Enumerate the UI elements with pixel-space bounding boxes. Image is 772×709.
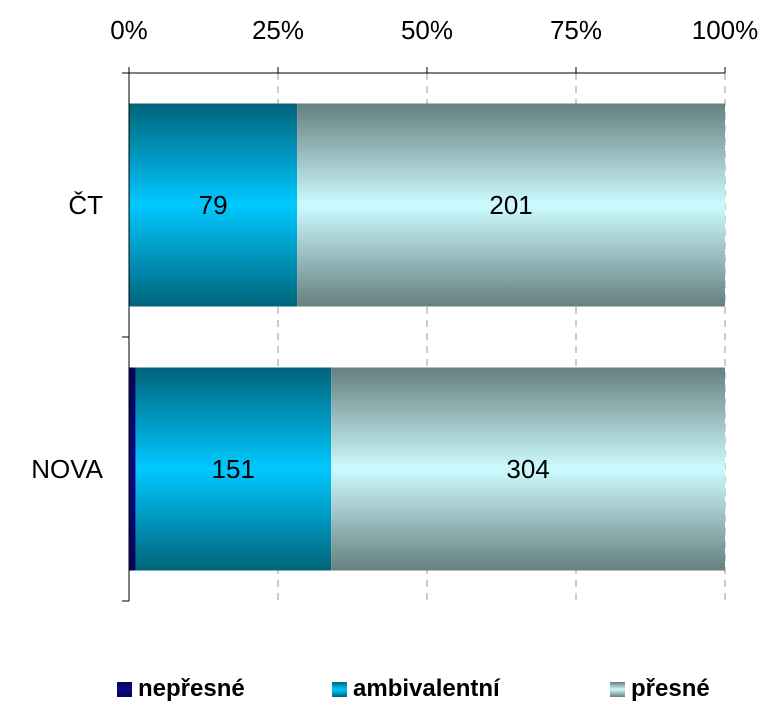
data-label: 304	[506, 454, 549, 484]
bar-segment	[129, 367, 136, 571]
data-label: 151	[212, 454, 255, 484]
legend-label-ambivalent: ambivalentní	[353, 675, 500, 702]
legend-swatch-neprecise	[117, 681, 132, 697]
bar-segment	[129, 103, 298, 307]
category-label: ČT	[68, 190, 103, 220]
data-label: 201	[489, 190, 532, 220]
data-label: 79	[199, 190, 228, 220]
x-tick-label: 0%	[110, 15, 148, 45]
category-label: NOVA	[31, 454, 103, 484]
legend-swatch-precise	[610, 681, 625, 697]
legend-item-precise: přesné	[610, 675, 710, 703]
x-tick-label: 75%	[550, 15, 602, 45]
x-tick-label: 100%	[692, 15, 759, 45]
legend-swatch-ambivalent	[332, 681, 347, 697]
legend-label-precise: přesné	[631, 675, 710, 702]
legend: nepřesné ambivalentní přesné	[0, 675, 772, 709]
legend-item-neprecise: nepřesné	[117, 675, 245, 703]
bar-segment	[297, 103, 725, 307]
legend-label-neprecise: nepřesné	[138, 675, 245, 702]
x-tick-label: 25%	[252, 15, 304, 45]
legend-item-ambivalent: ambivalentní	[332, 675, 500, 703]
bar-segment	[331, 367, 725, 571]
x-tick-label: 50%	[401, 15, 453, 45]
bar-segment	[135, 367, 332, 571]
